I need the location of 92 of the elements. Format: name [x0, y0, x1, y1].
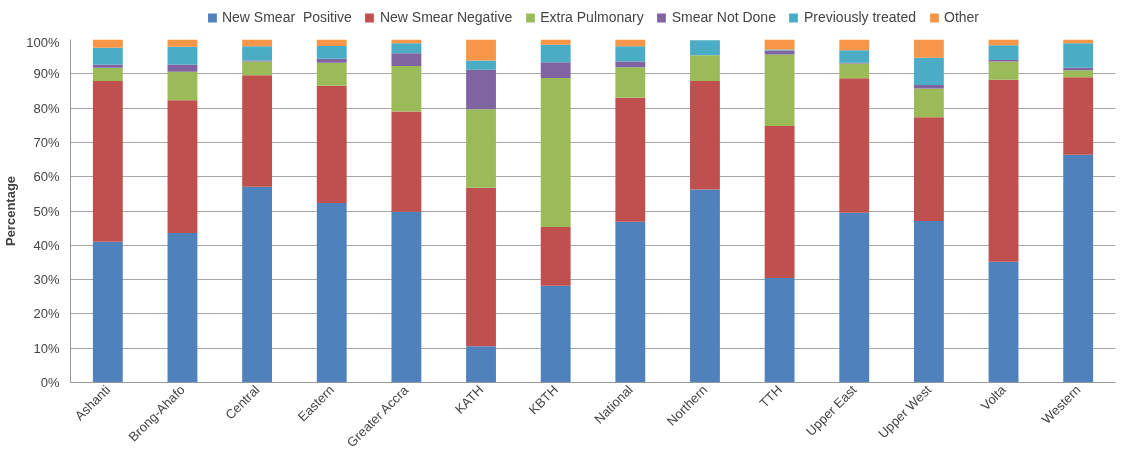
y-tick-label: 60% [33, 169, 60, 185]
legend-label: New Smear Negative [379, 9, 513, 25]
bar [540, 77, 571, 228]
bar [466, 187, 496, 347]
bar [913, 88, 944, 118]
bar [167, 39, 198, 47]
bar [1063, 77, 1094, 155]
bar [92, 47, 123, 65]
bar [92, 241, 123, 383]
y-axis-title: Percentage [3, 175, 19, 247]
bar [316, 46, 347, 59]
bar [242, 46, 273, 61]
bar [540, 62, 571, 78]
y-tick-label: 100% [26, 34, 60, 50]
y-tick-label: 70% [33, 134, 60, 150]
bar [391, 111, 422, 212]
bar [839, 78, 870, 213]
bar [167, 71, 198, 101]
bar [615, 61, 646, 68]
bar [988, 45, 1019, 61]
bar [92, 81, 123, 242]
bar [242, 186, 273, 383]
bar [615, 97, 646, 222]
bar [615, 67, 646, 98]
y-tick-label: 50% [33, 203, 60, 219]
bar [242, 61, 273, 76]
bar [540, 285, 571, 383]
bar [1063, 154, 1094, 383]
bar [764, 50, 795, 55]
bar [391, 43, 422, 54]
bar [615, 46, 646, 62]
legend-label: Previously treated [803, 9, 917, 25]
bar [615, 221, 646, 383]
bar [988, 79, 1019, 262]
bar [167, 232, 198, 383]
bar [466, 109, 496, 188]
legend-label: Other [944, 9, 980, 25]
bar [913, 220, 944, 383]
bar [764, 54, 795, 126]
bar [913, 57, 944, 86]
bar [913, 85, 944, 89]
y-tick-label: 90% [33, 66, 60, 82]
bar [316, 58, 347, 63]
bar [764, 39, 795, 50]
bar [839, 50, 870, 63]
bar [690, 40, 720, 56]
bar [540, 227, 571, 286]
bar [167, 46, 198, 65]
bar [466, 60, 496, 70]
bar [92, 39, 123, 48]
bar [316, 203, 347, 383]
y-tick-label: 40% [33, 237, 60, 253]
bar [540, 39, 571, 45]
y-tick-label: 0% [40, 375, 60, 390]
bar [839, 39, 870, 51]
bar [764, 125, 795, 278]
x-tick-label: TTH [756, 382, 785, 411]
bar [913, 39, 944, 58]
y-tick-label: 80% [33, 100, 60, 116]
legend-label: Extra Pulmonary [540, 9, 644, 25]
legend-label: New Smear Positive [221, 9, 352, 25]
bar [466, 39, 496, 61]
bar [839, 212, 870, 383]
bar [466, 69, 496, 110]
bar [839, 63, 870, 79]
bar [92, 64, 123, 68]
bar [1063, 43, 1094, 68]
bar [466, 346, 496, 383]
x-tick-label: Volta [977, 381, 1010, 414]
bar [167, 100, 198, 233]
bar [690, 81, 720, 190]
y-tick-label: 30% [33, 272, 60, 288]
bar [92, 67, 123, 81]
bar [391, 65, 422, 112]
bar [167, 64, 198, 72]
bar [913, 117, 944, 221]
bar [988, 261, 1019, 383]
bar [391, 211, 422, 383]
bar [316, 85, 347, 204]
bar [764, 277, 795, 383]
bar [540, 44, 571, 63]
bar [1063, 70, 1094, 78]
bar [690, 55, 720, 81]
bar [242, 75, 273, 187]
bar [690, 189, 720, 383]
legend-label: Smear Not Done [671, 9, 776, 25]
bar [988, 61, 1019, 80]
y-tick-label: 10% [33, 340, 60, 356]
bar [316, 62, 347, 86]
y-tick-label: 20% [33, 306, 60, 322]
bar [316, 39, 347, 47]
bar [391, 53, 422, 66]
